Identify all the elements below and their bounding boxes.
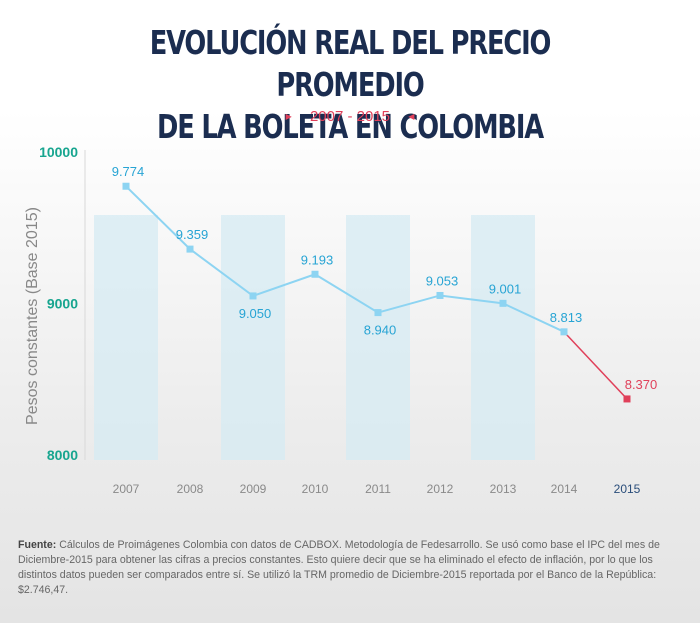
data-point-2013 <box>499 299 507 307</box>
data-label-2009: 9.050 <box>239 306 272 321</box>
data-label-2013: 9.001 <box>489 281 522 296</box>
data-point-2007 <box>122 182 130 190</box>
y-ticks: 8000 9000 10000 <box>39 144 78 463</box>
y-tick-label: 9000 <box>47 296 78 312</box>
x-tick-label: 2014 <box>551 482 578 496</box>
band-2007 <box>94 215 158 460</box>
series-line-highlight <box>563 331 628 400</box>
band-2013 <box>471 215 535 460</box>
triangle-right-icon: ▶ <box>285 112 292 121</box>
data-point-2014 <box>560 328 568 336</box>
title-line-1: EVOLUCIÓN REAL DEL PRECIO PROMEDIO <box>149 23 552 104</box>
title-line-2: DE LA BOLETA EN COLOMBIA <box>156 107 544 146</box>
source-text: Cálculos de Proimágenes Colombia con dat… <box>18 539 660 596</box>
x-tick-label: 2010 <box>302 482 329 496</box>
data-label-2011: 8.940 <box>364 323 397 338</box>
data-point-2009 <box>249 292 257 300</box>
line-chart: Pesos constantes (Base 2015) 8000 9000 100… <box>24 144 658 496</box>
data-point-2008 <box>186 245 194 253</box>
x-tick-label: 2015 <box>614 482 641 496</box>
y-tick-label: 10000 <box>39 144 78 160</box>
series-points <box>122 182 631 403</box>
x-ticks: 2007 2008 2009 2010 2011 2012 2013 2014 2015 <box>113 482 641 496</box>
y-axis-label: Pesos constantes (Base 2015) <box>24 207 41 425</box>
source-label: Fuente: <box>18 539 57 551</box>
x-tick-label: 2013 <box>490 482 517 496</box>
data-label-2015: 8.370 <box>625 377 658 392</box>
chart-title: EVOLUCIÓN REAL DEL PRECIO PROMEDIO DE LA… <box>77 22 623 148</box>
data-point-2010 <box>311 270 319 278</box>
band-2011 <box>346 215 410 460</box>
data-point-2012 <box>436 291 444 299</box>
y-tick-label: 8000 <box>47 447 78 463</box>
data-label-2010: 9.193 <box>301 252 334 267</box>
triangle-left-icon: ◀ <box>408 112 415 121</box>
data-label-2014: 8.813 <box>550 310 583 325</box>
data-labels: 9.774 9.359 9.050 9.193 8.940 9.053 9.001 8.813… <box>112 164 658 392</box>
x-tick-label: 2009 <box>240 482 267 496</box>
subtitle-text: 2007 - 2015 <box>309 108 391 125</box>
data-point-2015 <box>623 395 631 403</box>
column-bands <box>94 215 535 460</box>
series-line-main <box>125 185 565 333</box>
band-2009 <box>221 215 285 460</box>
x-tick-label: 2008 <box>177 482 204 496</box>
data-label-2007: 9.774 <box>112 164 145 179</box>
data-label-2012: 9.053 <box>426 273 459 288</box>
x-tick-label: 2011 <box>365 482 391 496</box>
series-lines <box>125 185 628 400</box>
data-point-2011 <box>374 309 382 317</box>
x-tick-label: 2007 <box>113 482 140 496</box>
source-note: Fuente: Cálculos de Proimágenes Colombia… <box>18 538 688 598</box>
data-label-2008: 9.359 <box>176 227 209 242</box>
chart-subtitle: ▶ 2007 - 2015 ◀ <box>0 108 700 125</box>
x-tick-label: 2012 <box>427 482 454 496</box>
